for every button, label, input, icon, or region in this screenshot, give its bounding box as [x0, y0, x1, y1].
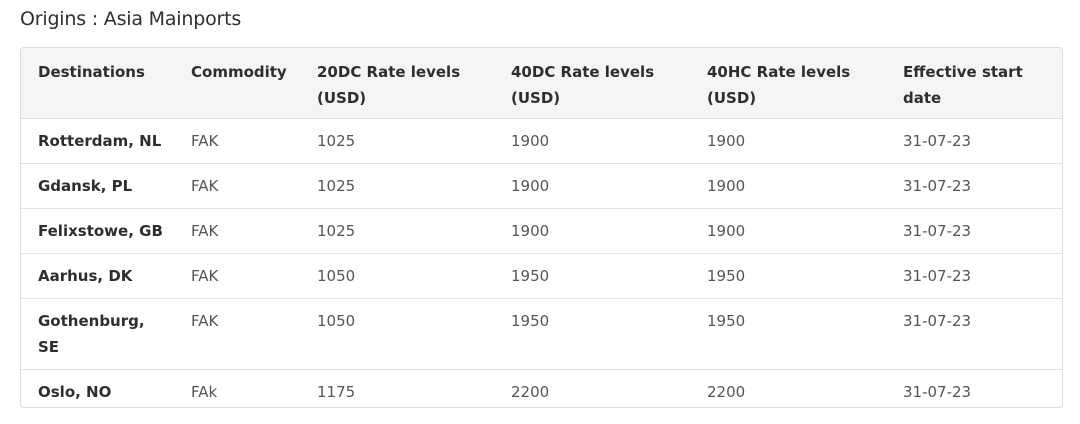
- cell-commodity: FAK: [174, 298, 300, 370]
- cell-destination: Gdansk, PL: [21, 163, 174, 209]
- header-40hc-rate: 40HC Rate levels (USD): [690, 48, 886, 119]
- cell-40hc-rate: 1950: [690, 298, 886, 370]
- cell-40dc-rate: 1900: [494, 118, 690, 164]
- cell-destination: Oslo, NO: [38, 382, 112, 401]
- header-destinations: Destinations: [21, 48, 174, 119]
- header-effective-start-date: Effective start date: [886, 48, 1062, 119]
- cell-commodity: FAk: [191, 382, 218, 401]
- cell-effective-date: 31-07-23: [903, 382, 972, 401]
- table-row: Rotterdam, NL FAK 1025 1900 1900 31-07-2…: [21, 118, 1062, 164]
- cell-effective-date: 31-07-23: [886, 253, 1062, 299]
- table-row: Aarhus, DK FAK 1050 1950 1950 31-07-23: [21, 253, 1062, 299]
- cell-40hc-rate: 1900: [690, 118, 886, 164]
- table-row: Felixstowe, GB FAK 1025 1900 1900 31-07-…: [21, 208, 1062, 254]
- cell-effective-date: 31-07-23: [886, 163, 1062, 209]
- cell-effective-date: 31-07-23: [886, 298, 1062, 370]
- table-row: Oslo, NO FAk 1175 2200 2200 31-07-23: [21, 369, 1062, 407]
- rates-table-container: Destinations Commodity 20DC Rate levels …: [20, 47, 1063, 408]
- cell-commodity: FAK: [174, 118, 300, 164]
- page-title: Origins : Asia Mainports: [20, 8, 242, 30]
- cell-40hc-rate: 1900: [690, 208, 886, 254]
- header-40dc-rate: 40DC Rate levels (USD): [494, 48, 690, 119]
- cell-20dc-rate: 1175: [317, 382, 356, 401]
- cell-20dc-rate: 1025: [300, 208, 494, 254]
- cell-40hc-rate: 1900: [690, 163, 886, 209]
- cell-40hc-rate: 1950: [690, 253, 886, 299]
- cell-commodity: FAK: [174, 208, 300, 254]
- cell-40dc-rate: 1950: [494, 298, 690, 370]
- table-row: Gdansk, PL FAK 1025 1900 1900 31-07-23: [21, 163, 1062, 209]
- cell-20dc-rate: 1025: [300, 163, 494, 209]
- cell-destination: Rotterdam, NL: [21, 118, 174, 164]
- cell-40hc-rate: 2200: [707, 382, 746, 401]
- cell-commodity: FAK: [174, 253, 300, 299]
- cell-effective-date: 31-07-23: [886, 118, 1062, 164]
- cell-destination: Gothenburg, SE: [21, 298, 174, 370]
- cell-20dc-rate: 1050: [300, 298, 494, 370]
- header-20dc-rate: 20DC Rate levels (USD): [300, 48, 494, 119]
- table-row: Gothenburg, SE FAK 1050 1950 1950 31-07-…: [21, 298, 1062, 370]
- table-header-row: Destinations Commodity 20DC Rate levels …: [21, 48, 1062, 119]
- header-commodity: Commodity: [174, 48, 300, 119]
- cell-40dc-rate: 1900: [494, 208, 690, 254]
- cell-destination: Aarhus, DK: [21, 253, 174, 299]
- cell-effective-date: 31-07-23: [886, 208, 1062, 254]
- rates-table: Destinations Commodity 20DC Rate levels …: [21, 48, 1062, 407]
- cell-40dc-rate: 1950: [494, 253, 690, 299]
- cell-40dc-rate: 2200: [511, 382, 550, 401]
- cell-20dc-rate: 1050: [300, 253, 494, 299]
- cell-40dc-rate: 1900: [494, 163, 690, 209]
- cell-commodity: FAK: [174, 163, 300, 209]
- cell-20dc-rate: 1025: [300, 118, 494, 164]
- cell-destination: Felixstowe, GB: [21, 208, 174, 254]
